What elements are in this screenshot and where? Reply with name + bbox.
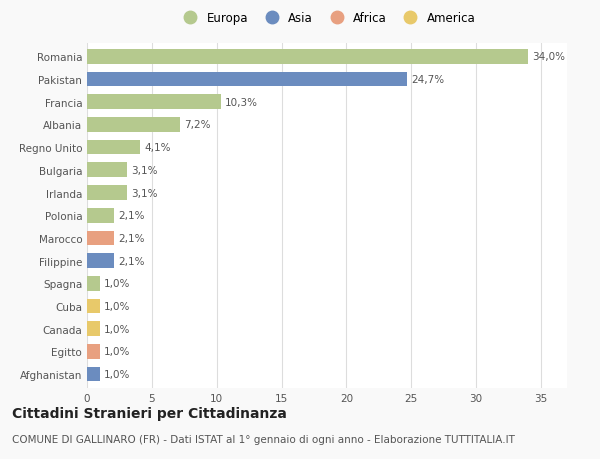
Text: 1,0%: 1,0% bbox=[104, 347, 130, 357]
Bar bbox=[87, 140, 140, 155]
Bar bbox=[87, 163, 127, 178]
Bar bbox=[87, 95, 221, 110]
Bar bbox=[87, 50, 528, 65]
Text: 1,0%: 1,0% bbox=[104, 301, 130, 311]
Bar bbox=[87, 299, 100, 313]
Text: 2,1%: 2,1% bbox=[118, 256, 145, 266]
Bar bbox=[87, 322, 100, 336]
Text: 7,2%: 7,2% bbox=[184, 120, 211, 130]
Text: Cittadini Stranieri per Cittadinanza: Cittadini Stranieri per Cittadinanza bbox=[12, 406, 287, 420]
Bar bbox=[87, 231, 114, 246]
Bar bbox=[87, 208, 114, 223]
Text: 2,1%: 2,1% bbox=[118, 211, 145, 221]
Bar bbox=[87, 276, 100, 291]
Legend: Europa, Asia, Africa, America: Europa, Asia, Africa, America bbox=[176, 10, 478, 28]
Text: 1,0%: 1,0% bbox=[104, 279, 130, 289]
Text: 3,1%: 3,1% bbox=[131, 188, 158, 198]
Text: 1,0%: 1,0% bbox=[104, 324, 130, 334]
Text: COMUNE DI GALLINARO (FR) - Dati ISTAT al 1° gennaio di ogni anno - Elaborazione : COMUNE DI GALLINARO (FR) - Dati ISTAT al… bbox=[12, 434, 515, 444]
Text: 34,0%: 34,0% bbox=[532, 52, 565, 62]
Text: 2,1%: 2,1% bbox=[118, 233, 145, 243]
Text: 1,0%: 1,0% bbox=[104, 369, 130, 379]
Text: 4,1%: 4,1% bbox=[144, 143, 170, 153]
Bar bbox=[87, 254, 114, 269]
Bar bbox=[87, 118, 181, 133]
Text: 24,7%: 24,7% bbox=[412, 75, 445, 85]
Bar bbox=[87, 73, 407, 87]
Bar bbox=[87, 344, 100, 359]
Text: 3,1%: 3,1% bbox=[131, 165, 158, 175]
Bar bbox=[87, 186, 127, 201]
Text: 10,3%: 10,3% bbox=[224, 97, 257, 107]
Bar bbox=[87, 367, 100, 381]
